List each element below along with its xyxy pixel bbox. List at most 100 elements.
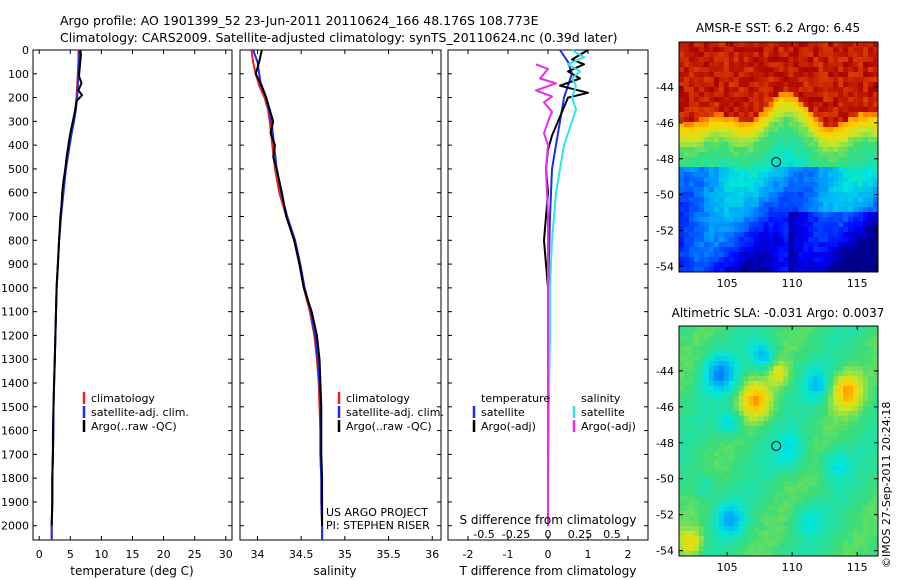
heatmap-cell: [843, 137, 849, 143]
heatmap-cell: [863, 431, 869, 437]
heatmap-cell: [803, 167, 809, 173]
heatmap-cell: [773, 67, 780, 73]
heatmap-cell: [688, 57, 695, 63]
heatmap-cell: [773, 72, 780, 78]
heatmap-cell: [783, 107, 790, 113]
heatmap-cell: [703, 142, 710, 148]
heatmap-cell: [818, 262, 824, 268]
heatmap-cell: [723, 242, 730, 248]
heatmap-cell: [853, 526, 859, 532]
heatmap-cell: [818, 142, 824, 148]
heatmap-cell: [748, 331, 755, 337]
heatmap-cell: [738, 526, 745, 532]
heatmap-cell: [873, 247, 878, 253]
heatmap-cell: [848, 182, 854, 188]
heatmap-cell: [803, 391, 809, 397]
heatmap-cell: [793, 441, 799, 447]
heatmap-cell: [768, 187, 775, 193]
heatmap-cell: [848, 461, 854, 467]
heatmap-cell: [788, 252, 795, 258]
heatmap-cell: [808, 202, 814, 208]
heatmap-cell: [743, 521, 750, 527]
heatmap-cell: [768, 391, 775, 397]
heatmap-cell: [863, 366, 869, 372]
heatmap-cell: [773, 506, 780, 512]
heatmap-cell: [863, 227, 869, 233]
heatmap-cell: [703, 341, 710, 347]
temperature-axes-frame: [32, 49, 233, 541]
heatmap-cell: [693, 421, 700, 427]
heatmap-cell: [783, 267, 790, 272]
heatmap-cell: [863, 72, 869, 78]
heatmap-cell: [708, 77, 715, 83]
heatmap-cell: [768, 242, 775, 248]
heatmap-cell: [798, 331, 804, 337]
heatmap-cell: [698, 431, 705, 437]
heatmap-cell: [848, 406, 854, 412]
heatmap-cell: [768, 401, 775, 407]
heatmap-cell: [818, 122, 824, 128]
heatmap-cell: [848, 491, 854, 497]
heatmap-cell: [708, 346, 715, 352]
heatmap-cell: [743, 486, 750, 492]
heatmap-cell: [823, 471, 829, 477]
heatmap-cell: [683, 107, 690, 113]
heatmap-cell: [679, 371, 685, 377]
heatmap-cell: [738, 267, 745, 272]
heatmap-cell: [863, 257, 869, 263]
heatmap-cell: [728, 446, 735, 452]
heatmap-cell: [723, 237, 730, 243]
heatmap-cell: [693, 122, 700, 128]
heatmap-cell: [863, 192, 869, 198]
heatmap-cell: [713, 162, 720, 168]
heatmap-cell: [768, 72, 775, 78]
heatmap-cell: [693, 202, 700, 208]
heatmap-cell: [713, 142, 720, 148]
heatmap-cell: [803, 232, 809, 238]
heatmap-cell: [843, 232, 849, 238]
heatmap-cell: [763, 177, 770, 183]
heatmap-cell: [868, 446, 874, 452]
heatmap-cell: [818, 531, 824, 537]
heatmap-cell: [853, 222, 859, 228]
heatmap-cell: [848, 172, 854, 178]
heatmap-cell: [788, 187, 795, 193]
heatmap-cell: [828, 227, 834, 233]
heatmap-cell: [783, 182, 790, 188]
heatmap-cell: [798, 157, 804, 163]
heatmap-cell: [768, 222, 775, 228]
heatmap-cell: [753, 212, 760, 218]
heatmap-cell: [758, 521, 765, 527]
heatmap-cell: [763, 82, 770, 88]
heatmap-cell: [793, 501, 799, 507]
heatmap-cell: [843, 257, 849, 263]
heatmap-cell: [798, 351, 804, 357]
heatmap-cell: [708, 481, 715, 487]
heatmap-cell: [679, 346, 685, 352]
heatmap-cell: [688, 92, 695, 98]
heatmap-cell: [813, 431, 819, 437]
heatmap-cell: [733, 536, 740, 542]
heatmap-cell: [818, 416, 824, 422]
heatmap-cell: [748, 157, 755, 163]
heatmap-cell: [853, 252, 859, 258]
heatmap-cell: [688, 406, 695, 412]
heatmap-cell: [853, 152, 859, 158]
heatmap-cell: [833, 77, 839, 83]
heatmap-cell: [713, 247, 720, 253]
heatmap-cell: [733, 326, 740, 332]
heatmap-cell: [768, 411, 775, 417]
heatmap-cell: [833, 62, 839, 68]
heatmap-cell: [838, 441, 844, 447]
heatmap-cell: [798, 516, 804, 522]
heatmap-cell: [763, 461, 770, 467]
heatmap-cell: [683, 217, 690, 223]
heatmap-cell: [868, 521, 874, 527]
heatmap-cell: [803, 361, 809, 367]
heatmap-cell: [793, 152, 799, 158]
heatmap-cell: [863, 506, 869, 512]
heatmap-cell: [858, 376, 864, 382]
heatmap-cell: [748, 262, 755, 268]
heatmap-cell: [828, 331, 834, 337]
heatmap-cell: [813, 496, 819, 502]
